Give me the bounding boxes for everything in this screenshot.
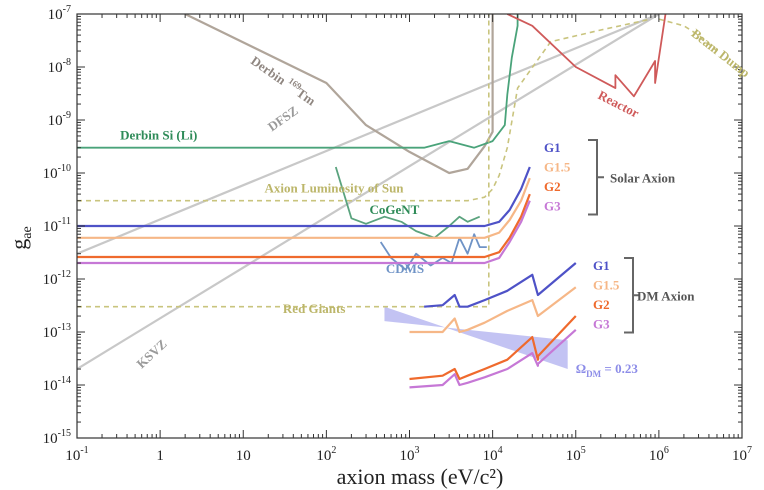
annotation-reactor: Reactor — [596, 87, 642, 120]
annotation-dfsz: DFSZ — [265, 103, 301, 135]
series-line-solar-g1-5 — [77, 177, 531, 239]
y-axis-title-main: g — [6, 239, 31, 250]
x-tick-label: 105 — [566, 445, 586, 464]
annotation-red-giants: Red Giants — [283, 301, 345, 316]
series-line-dm-g1 — [424, 262, 577, 308]
svg-text:gae: gae — [6, 226, 35, 249]
annotation-derbin-si: Derbin Si (Li) — [120, 127, 197, 142]
y-tick-label: 10-13 — [43, 322, 71, 341]
legend-layer: G1 G1.5 G2 G3 Solar Axion G1 G1.5 G2 G3 DM Axion — [544, 139, 695, 334]
legend-item-dm-g1-5: G1.5 — [593, 278, 620, 293]
series-line-axion-luminosity-of-sun — [77, 18, 651, 202]
legend-item-dm-g2: G2 — [593, 297, 610, 312]
legend-bracket-dm — [624, 257, 640, 334]
x-tick-label: 10-1 — [65, 445, 88, 464]
legend-group-solar: G1 G1.5 G2 G3 Solar Axion — [544, 139, 676, 216]
legend-item-dm-g1: G1 — [593, 258, 610, 273]
series-line-reactor — [506, 14, 667, 98]
x-axis-title: axion mass (eV/c²) — [337, 464, 504, 489]
series-line-dm-g1-5 — [409, 286, 577, 334]
y-tick-label: 10-9 — [48, 110, 71, 129]
series-line-ksvz — [77, 14, 660, 370]
legend-item-dm-g3: G3 — [593, 317, 610, 332]
series-line-solar-g3 — [77, 200, 531, 265]
y-axis-title-sub: ae — [20, 226, 35, 238]
legend-item-solar-g2: G2 — [544, 179, 561, 194]
legend-item-solar-g3: G3 — [544, 199, 561, 214]
annotation-ksvz: KSVZ — [133, 336, 169, 371]
series-line-dm-g3 — [409, 328, 577, 389]
x-tick-label: 1 — [156, 448, 164, 464]
y-tick-label: 10-7 — [48, 4, 71, 23]
legend-bracket-solar — [588, 139, 604, 216]
series-line-solar-g1 — [77, 166, 531, 228]
series-line-beam-dump — [658, 18, 718, 52]
series-line-derbin-si-li- — [77, 14, 519, 149]
series-line-derbin-169tm — [184, 14, 494, 175]
legend-group-dm: G1 G1.5 G2 G3 DM Axion — [593, 257, 695, 334]
x-tick-label: 10 — [236, 448, 251, 464]
legend-item-solar-g1: G1 — [544, 140, 561, 155]
x-tick-label: 104 — [483, 445, 503, 464]
annotation-cogent: CoGeNT — [369, 202, 419, 217]
dm-band-layer — [384, 306, 568, 370]
y-tick-label: 10-11 — [43, 216, 71, 235]
series-line-cogent — [334, 166, 481, 239]
legend-title-dm: DM Axion — [637, 288, 695, 303]
series-line-red-giants — [77, 14, 490, 308]
y-tick-label: 10-12 — [43, 269, 71, 288]
series-layer — [77, 14, 718, 389]
y-tick-label: 10-10 — [43, 163, 71, 182]
series-line-cdms — [379, 233, 487, 271]
series-line-solar-g2 — [77, 193, 531, 259]
tick-layer: 10-1 1 10 102 103 104 105 106 10710-1510-1410-13… — [43, 4, 752, 464]
x-tick-label: 107 — [732, 445, 752, 464]
annotation-axion-luminosity: Axion Luminosity of Sun — [264, 180, 404, 195]
legend-title-solar: Solar Axion — [610, 170, 676, 185]
legend-item-solar-g1-5: G1.5 — [544, 160, 571, 175]
y-tick-label: 10-8 — [48, 57, 71, 76]
annotation-cdms: CDMS — [386, 261, 424, 276]
x-tick-label: 103 — [400, 445, 420, 464]
annotation-omega-dm: ΩDM = 0.23 — [576, 361, 639, 379]
annotation-beam-dump: Beam Dump — [689, 26, 753, 81]
dm-omega-band — [384, 306, 568, 370]
y-tick-label: 10-15 — [43, 428, 71, 447]
x-tick-label: 106 — [649, 445, 669, 464]
y-axis-title: gae — [6, 226, 35, 249]
annotation-derbin-tm: Derbin 169Tm — [248, 51, 320, 108]
x-tick-label: 102 — [316, 445, 336, 464]
series-line-dm-g2 — [409, 315, 577, 381]
y-tick-label: 10-14 — [43, 375, 71, 394]
